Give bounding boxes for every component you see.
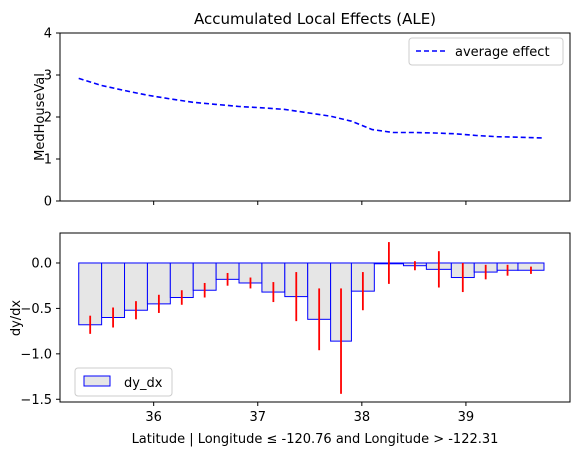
top-y-tick-label: 3 <box>44 69 52 84</box>
bottom-y-tick-label: −0.5 <box>20 302 52 317</box>
dy-dx-error-bars <box>89 242 532 394</box>
x-tick-label: 39 <box>458 410 475 425</box>
figure-title: Accumulated Local Effects (ALE) <box>194 10 436 28</box>
x-tick-label: 36 <box>145 410 162 425</box>
dy-dx-bars <box>78 262 545 342</box>
bottom-y-tick-label: −1.0 <box>20 347 52 362</box>
top-panel-average-effect: 0 1 2 3 4 MedHouseVal average effect <box>33 27 571 210</box>
top-y-tick-label: 0 <box>44 195 52 210</box>
top-y-tick-label: 1 <box>44 153 52 168</box>
bottom-panel-dy-dx: 0.0 −0.5 −1.0 −1.5 36 37 38 39 dy/dx Latitude … <box>9 232 571 447</box>
top-y-axis-label: MedHouseVal <box>33 73 48 161</box>
top-y-axis-ticks: 0 1 2 3 4 <box>44 27 60 210</box>
dy-dx-bar <box>78 262 103 326</box>
top-plot-frame <box>59 32 571 202</box>
bottom-legend-box <box>74 367 173 397</box>
x-tick-label: 38 <box>354 410 371 425</box>
top-legend: average effect <box>408 37 564 66</box>
legend-average-effect: average effect <box>455 45 550 60</box>
top-y-tick-label: 4 <box>44 27 52 42</box>
bottom-x-axis-ticks: 36 37 38 39 <box>145 402 474 425</box>
bottom-legend: dy_dx <box>74 367 173 397</box>
x-axis-label: Latitude | Longitude ≤ -120.76 and Longi… <box>132 432 499 447</box>
bottom-y-tick-label: 0.0 <box>31 256 52 271</box>
x-tick-label: 37 <box>249 410 266 425</box>
bottom-y-tick-label: −1.5 <box>20 393 52 408</box>
top-y-tick-label: 2 <box>44 111 52 126</box>
legend-dy-dx: dy_dx <box>124 376 163 391</box>
bottom-y-axis-ticks: 0.0 −0.5 −1.0 −1.5 <box>20 256 60 408</box>
bottom-plot-frame <box>59 232 571 403</box>
average-effect-line <box>78 77 545 139</box>
legend-bar-swatch <box>83 375 111 387</box>
top-legend-box <box>408 37 564 66</box>
top-x-axis-ticks <box>153 201 467 205</box>
bottom-y-axis-label: dy/dx <box>9 300 24 337</box>
